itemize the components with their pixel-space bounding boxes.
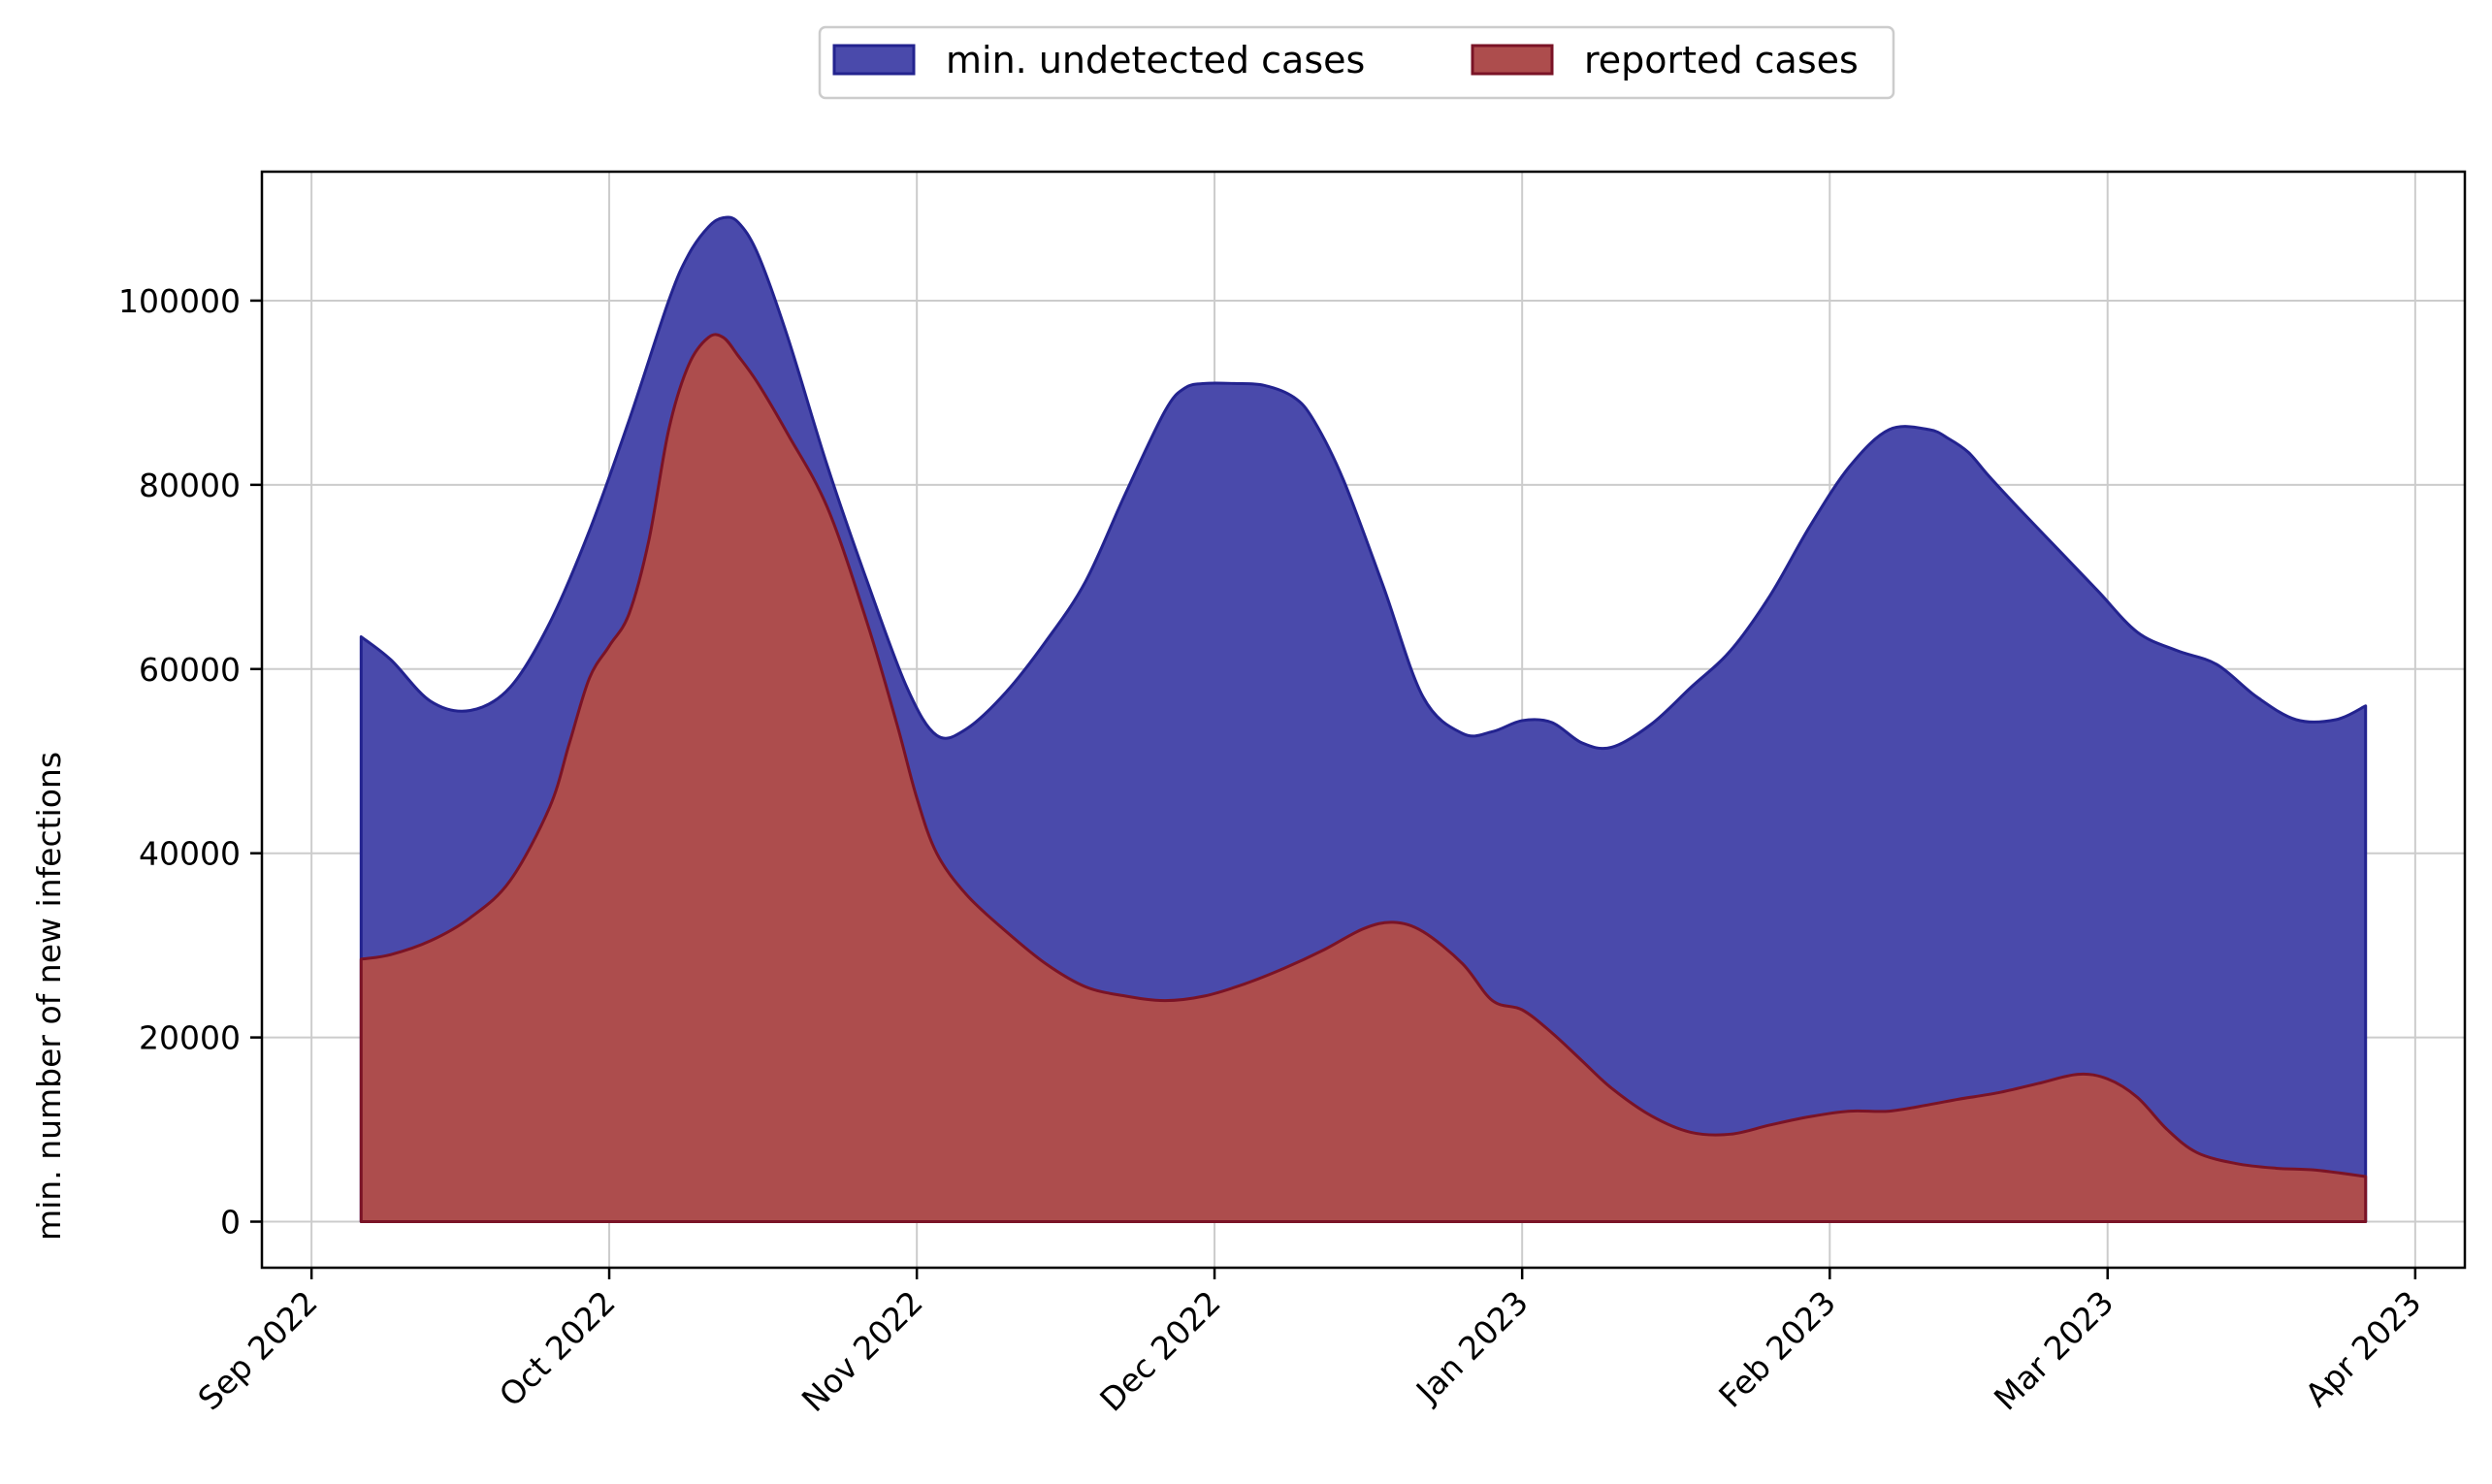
y-tick-label-0: 0	[220, 1204, 241, 1242]
y-tick-label-100000: 100000	[118, 282, 241, 320]
y-tick-label-80000: 80000	[139, 467, 241, 504]
y-tick-label-60000: 60000	[139, 651, 241, 689]
y-axis-label: min. number of new infections	[30, 752, 68, 1241]
y-tick-label-20000: 20000	[139, 1019, 241, 1057]
plot-areas	[359, 215, 2368, 1224]
y-tick-label-40000: 40000	[139, 835, 241, 873]
plot-frame	[260, 170, 2467, 1270]
area-reported	[359, 333, 2368, 1224]
legend-swatch-undetected	[832, 44, 916, 76]
legend-swatch-reported	[1471, 44, 1554, 76]
legend-label-undetected: min. undetected cases	[946, 39, 1365, 81]
legend-label-reported: reported cases	[1584, 39, 1859, 81]
legend-frame	[818, 25, 1895, 100]
legend: min. undetected cases reported cases	[818, 25, 1895, 100]
